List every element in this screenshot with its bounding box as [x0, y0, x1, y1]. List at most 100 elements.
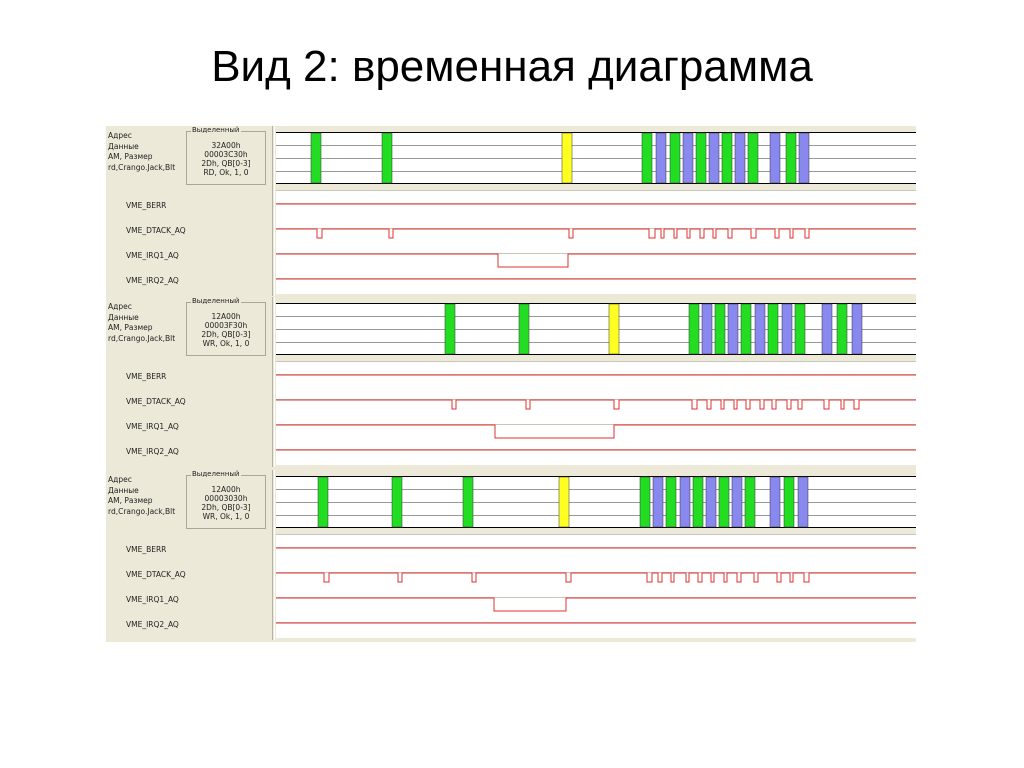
- signal-label-dtack: VME_DTACK_AQ: [126, 397, 186, 406]
- bus-labels: Адрес Данные АМ, Размер rd,Crango.Jack,B…: [108, 131, 175, 173]
- bus-cycle-marker: [785, 132, 797, 184]
- signal-timeline[interactable]: [276, 190, 916, 294]
- bus-cycle-marker: [714, 303, 726, 355]
- signal-svg: [276, 534, 916, 624]
- bus-timeline[interactable]: [276, 476, 916, 528]
- splitter[interactable]: [272, 470, 275, 640]
- bus-cycle-marker: [381, 132, 393, 184]
- bus-cycle-marker: [692, 476, 704, 528]
- signal-label-irq2: VME_IRQ2_AQ: [126, 276, 179, 285]
- selected-address: 32A00h: [211, 141, 241, 150]
- bus-cycle-marker: [794, 303, 806, 355]
- timing-panel-1: Адрес Данные АМ, Размер rd,Crango.Jack,B…: [106, 126, 916, 296]
- bus-cycle-marker: [727, 303, 739, 355]
- bus-cycle-marker: [682, 132, 694, 184]
- bus-cycle-marker: [744, 476, 756, 528]
- timing-diagram: Адрес Данные АМ, Размер rd,Crango.Jack,B…: [106, 126, 916, 642]
- selected-data: 00003F30h: [204, 321, 248, 330]
- am-size-label: АМ, Размер: [108, 496, 153, 505]
- bus-cycle-marker: [769, 132, 781, 184]
- signal-svg: [276, 361, 916, 451]
- signal-timeline[interactable]: [276, 534, 916, 638]
- bus-cycle-marker: [708, 132, 720, 184]
- signal-label-irq2: VME_IRQ2_AQ: [126, 620, 179, 629]
- irq1-trace: [276, 424, 916, 439]
- signal-label-berr: VME_BERR: [126, 201, 167, 210]
- dtack-trace: [276, 572, 916, 583]
- bus-cycle-marker: [462, 476, 474, 528]
- selected-values-box: Выделенный 12A00h 00003F30h 2Dh, QB[0-3]…: [186, 297, 266, 356]
- selected-flags: WR, Ok, 1, 0: [202, 512, 250, 521]
- timing-panel-2: Адрес Данные АМ, Размер rd,Crango.Jack,B…: [106, 297, 916, 467]
- bus-cycle-marker: [444, 303, 456, 355]
- bus-cycle-marker: [767, 303, 779, 355]
- bus-cycle-marker: [851, 303, 863, 355]
- selected-flags: RD, Ok, 1, 0: [203, 168, 249, 177]
- bus-cycle-marker: [769, 476, 781, 528]
- signal-label-berr: VME_BERR: [126, 545, 167, 554]
- bus-timeline[interactable]: [276, 303, 916, 355]
- splitter[interactable]: [272, 297, 275, 467]
- selected-values-box: Выделенный 32A00h 00003C30h 2Dh, QB[0-3]…: [186, 126, 266, 185]
- selected-data: 00003030h: [204, 494, 248, 503]
- cycle-flags-label: rd,Crango.Jack,Blt: [108, 333, 176, 343]
- splitter[interactable]: [272, 126, 275, 296]
- am-size-label: АМ, Размер: [108, 323, 153, 332]
- data-label: Данные: [108, 485, 139, 495]
- bus-cycle-marker: [705, 476, 717, 528]
- bus-cycle-marker: [734, 132, 746, 184]
- bus-cycle-marker: [701, 303, 713, 355]
- bus-cycle-marker: [695, 132, 707, 184]
- address-label: Адрес: [108, 131, 132, 140]
- bus-cycle-marker: [688, 303, 700, 355]
- signal-label-dtack: VME_DTACK_AQ: [126, 226, 186, 235]
- dtack-trace: [276, 228, 916, 239]
- selected-address: 12A00h: [211, 312, 241, 321]
- data-label: Данные: [108, 141, 139, 151]
- dtack-trace: [276, 399, 916, 410]
- irq1-trace: [276, 597, 916, 612]
- selected-am-size: 2Dh, QB[0-3]: [201, 159, 251, 168]
- bus-cycle-marker: [665, 476, 677, 528]
- data-label: Данные: [108, 312, 139, 322]
- bus-cycle-marker: [641, 132, 653, 184]
- am-size-label: АМ, Размер: [108, 152, 153, 161]
- signal-label-irq1: VME_IRQ1_AQ: [126, 422, 179, 431]
- timing-panel-3: Адрес Данные АМ, Размер rd,Crango.Jack,B…: [106, 470, 916, 640]
- selected-flags: WR, Ok, 1, 0: [202, 339, 250, 348]
- signal-label-berr: VME_BERR: [126, 372, 167, 381]
- cycle-flags-label: rd,Crango.Jack,Blt: [108, 162, 176, 172]
- bus-cycle-marker: [317, 476, 329, 528]
- selected-caption: Выделенный: [191, 126, 241, 134]
- selected-values-box: Выделенный 12A00h 00003030h 2Dh, QB[0-3]…: [186, 470, 266, 529]
- bus-cycle-marker: [721, 132, 733, 184]
- bus-timeline[interactable]: [276, 132, 916, 184]
- slide-title: Вид 2: временная диаграмма: [211, 42, 813, 91]
- bus-labels: Адрес Данные АМ, Размер rd,Crango.Jack,B…: [108, 475, 175, 517]
- signal-label-irq2: VME_IRQ2_AQ: [126, 447, 179, 456]
- bus-cycle-marker: [669, 132, 681, 184]
- bus-cycle-marker: [518, 303, 530, 355]
- cycle-flags-label: rd,Crango.Jack,Blt: [108, 506, 176, 516]
- bus-cycle-marker: [679, 476, 691, 528]
- signal-timeline[interactable]: [276, 361, 916, 465]
- selected-caption: Выделенный: [191, 297, 241, 305]
- selected-caption: Выделенный: [191, 470, 241, 478]
- bus-cycle-marker: [781, 303, 793, 355]
- bus-cycle-marker: [558, 476, 570, 528]
- signal-label-irq1: VME_IRQ1_AQ: [126, 595, 179, 604]
- bus-cycle-marker: [740, 303, 752, 355]
- bus-cycle-marker: [310, 132, 322, 184]
- selected-data: 00003C30h: [204, 150, 248, 159]
- bus-labels: Адрес Данные АМ, Размер rd,Crango.Jack,B…: [108, 302, 175, 344]
- selected-am-size: 2Dh, QB[0-3]: [201, 330, 251, 339]
- address-label: Адрес: [108, 302, 132, 311]
- bus-cycle-marker: [747, 132, 759, 184]
- bus-svg: [276, 476, 916, 528]
- bus-cycle-marker: [639, 476, 651, 528]
- bus-cycle-marker: [731, 476, 743, 528]
- address-label: Адрес: [108, 475, 132, 484]
- signal-label-dtack: VME_DTACK_AQ: [126, 570, 186, 579]
- selected-address: 12A00h: [211, 485, 241, 494]
- bus-cycle-marker: [608, 303, 620, 355]
